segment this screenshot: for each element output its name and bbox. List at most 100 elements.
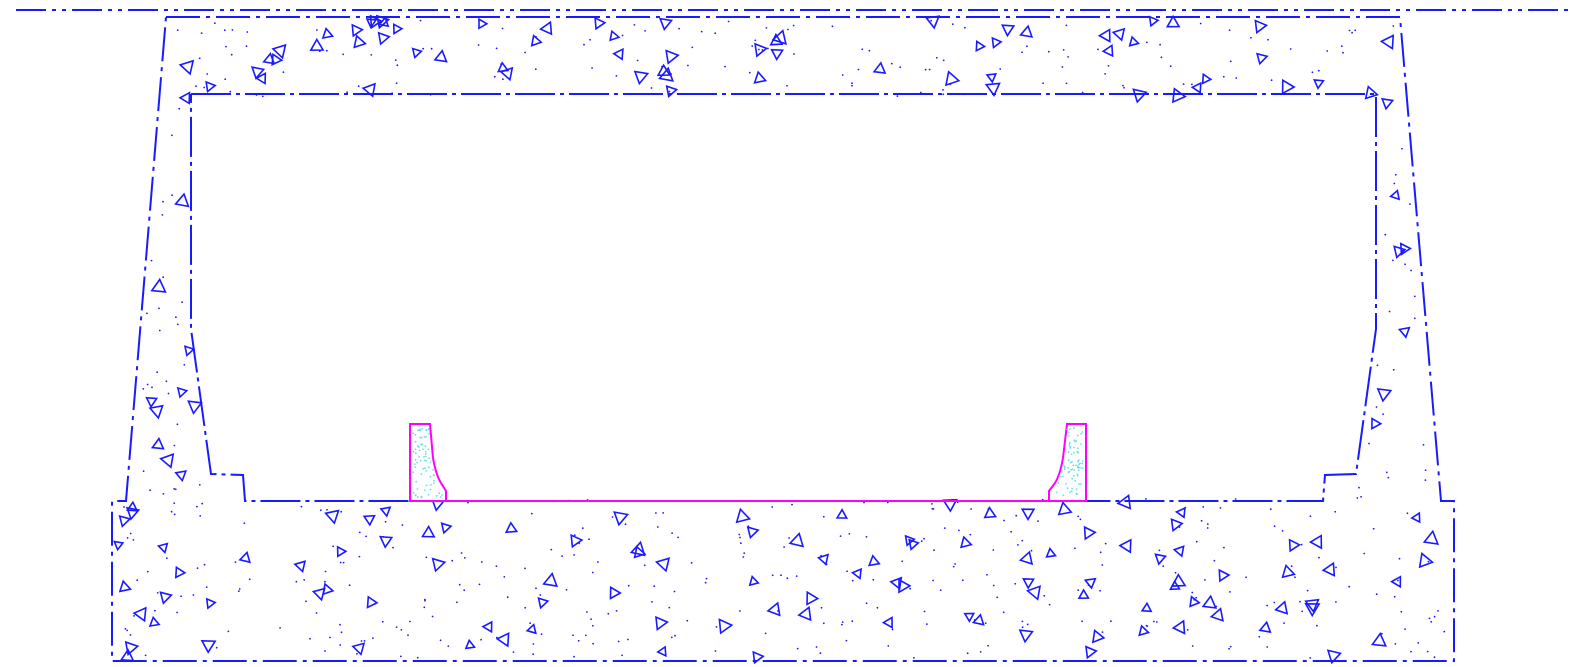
aggregate-dot — [203, 563, 206, 566]
aggregate-dot — [795, 575, 798, 577]
aggregate-triangle — [797, 605, 812, 622]
aggregate-dot — [1283, 622, 1285, 624]
aggregate-dot — [539, 594, 542, 596]
aggregate-triangle — [504, 521, 519, 534]
aggregate-dot — [478, 583, 481, 586]
aggregate-dot — [246, 31, 249, 33]
aggregate-dot — [1077, 589, 1080, 591]
aggregate-dot — [1376, 364, 1379, 367]
aggregate-dot — [643, 564, 646, 567]
aggregate-triangle — [1254, 19, 1269, 35]
barrier-dot — [1068, 435, 1070, 437]
aggregate-triangle — [362, 514, 376, 527]
aggregate-triangle — [1085, 645, 1098, 660]
aggregate-dot — [176, 611, 179, 614]
barrier-dot — [417, 429, 419, 432]
aggregate-triangle — [392, 22, 404, 36]
aggregate-triangle — [238, 550, 251, 564]
dimension-label: VARIABLE — [711, 343, 783, 360]
aggregate-triangle — [1118, 538, 1132, 554]
aggregate-dot — [1426, 650, 1429, 653]
aggregate-triangle — [1018, 629, 1034, 644]
aggregate-triangle — [1389, 189, 1401, 201]
aggregate-dot — [142, 388, 145, 390]
wall-label: PAROI DU TUNNEL — [272, 227, 407, 244]
aggregate-triangle — [1022, 578, 1036, 590]
aggregate-dot — [1406, 512, 1409, 515]
aggregate-dot — [923, 537, 925, 540]
aggregate-triangle — [1418, 552, 1435, 569]
aggregate-dot — [931, 508, 934, 510]
aggregate-triangle — [1083, 525, 1097, 541]
aggregate-dot — [319, 509, 322, 512]
aggregate-dot — [1394, 643, 1397, 645]
aggregate-dot — [1074, 547, 1076, 550]
aggregate-dot — [704, 581, 707, 584]
aggregate-dot — [1222, 75, 1225, 78]
barrier-dot — [412, 491, 415, 494]
aggregate-triangle — [850, 567, 863, 580]
barrier-dot — [420, 495, 423, 498]
aggregate-dot — [133, 615, 135, 617]
aggregate-triangle — [1018, 550, 1034, 566]
barrier-dot — [1073, 446, 1075, 449]
aggregate-dot — [851, 579, 854, 582]
aggregate-triangle — [369, 14, 383, 30]
aggregate-dot — [820, 606, 823, 609]
aggregate-dot — [1437, 610, 1439, 612]
aggregate-dot — [1335, 566, 1337, 569]
aggregate-dot — [935, 56, 938, 59]
aggregate-triangle — [433, 49, 448, 63]
aggregate-dot — [617, 640, 620, 643]
aggregate-dot — [1356, 497, 1359, 499]
aggregate-triangle — [311, 587, 326, 602]
aggregate-dot — [399, 655, 402, 658]
aggregate-dot — [851, 84, 853, 87]
barrier-dot — [425, 470, 428, 472]
aggregate-dot — [146, 383, 149, 386]
aggregate-dot — [1430, 620, 1433, 623]
aggregate-triangle — [984, 82, 1001, 97]
barrier-dot — [414, 440, 417, 443]
aggregate-triangle — [530, 34, 543, 47]
aggregate-dot — [1219, 507, 1222, 509]
aggregate-triangle — [537, 597, 550, 610]
aggregate-dot — [621, 34, 624, 37]
barrier-dot — [1081, 431, 1084, 433]
aggregate-triangle — [991, 36, 1003, 49]
aggregate-dot — [919, 91, 922, 94]
aggregate-dot — [1375, 406, 1378, 408]
aggregate-dot — [1122, 84, 1124, 87]
aggregate-dot — [532, 643, 535, 645]
aggregate-triangle — [150, 277, 167, 293]
aggregate-dot — [890, 62, 893, 65]
aggregate-dot — [329, 636, 331, 639]
aggregate-dot — [342, 53, 345, 56]
aggregate-dot — [123, 506, 125, 508]
aggregate-triangle — [365, 18, 378, 29]
aggregate-triangle — [1321, 561, 1336, 577]
aggregate-dot — [198, 57, 201, 60]
aggregate-dot — [173, 502, 176, 504]
aggregate-triangle — [754, 42, 769, 58]
aggregate-dot — [535, 587, 537, 590]
aggregate-triangle — [1111, 27, 1126, 42]
aggregate-dot — [791, 503, 793, 506]
aggregate-dot — [1153, 620, 1155, 623]
aggregate-dot — [384, 520, 387, 523]
aggregate-triangle — [478, 17, 489, 30]
aggregate-dot — [325, 49, 328, 52]
aggregate-triangle — [1399, 242, 1412, 256]
aggregate-triangle — [633, 545, 647, 559]
aggregate-dot — [495, 47, 498, 50]
aggregate-dot — [724, 65, 726, 68]
barrier-dot — [439, 496, 442, 498]
aggregate-dot — [340, 510, 343, 513]
aggregate-dot — [401, 524, 404, 526]
aggregate-dot — [742, 556, 745, 558]
aggregate-triangle — [145, 396, 159, 409]
aggregate-dot — [348, 584, 351, 587]
aggregate-dot — [524, 606, 527, 609]
aggregate-dot — [158, 307, 160, 310]
aggregate-dot — [1021, 620, 1024, 623]
